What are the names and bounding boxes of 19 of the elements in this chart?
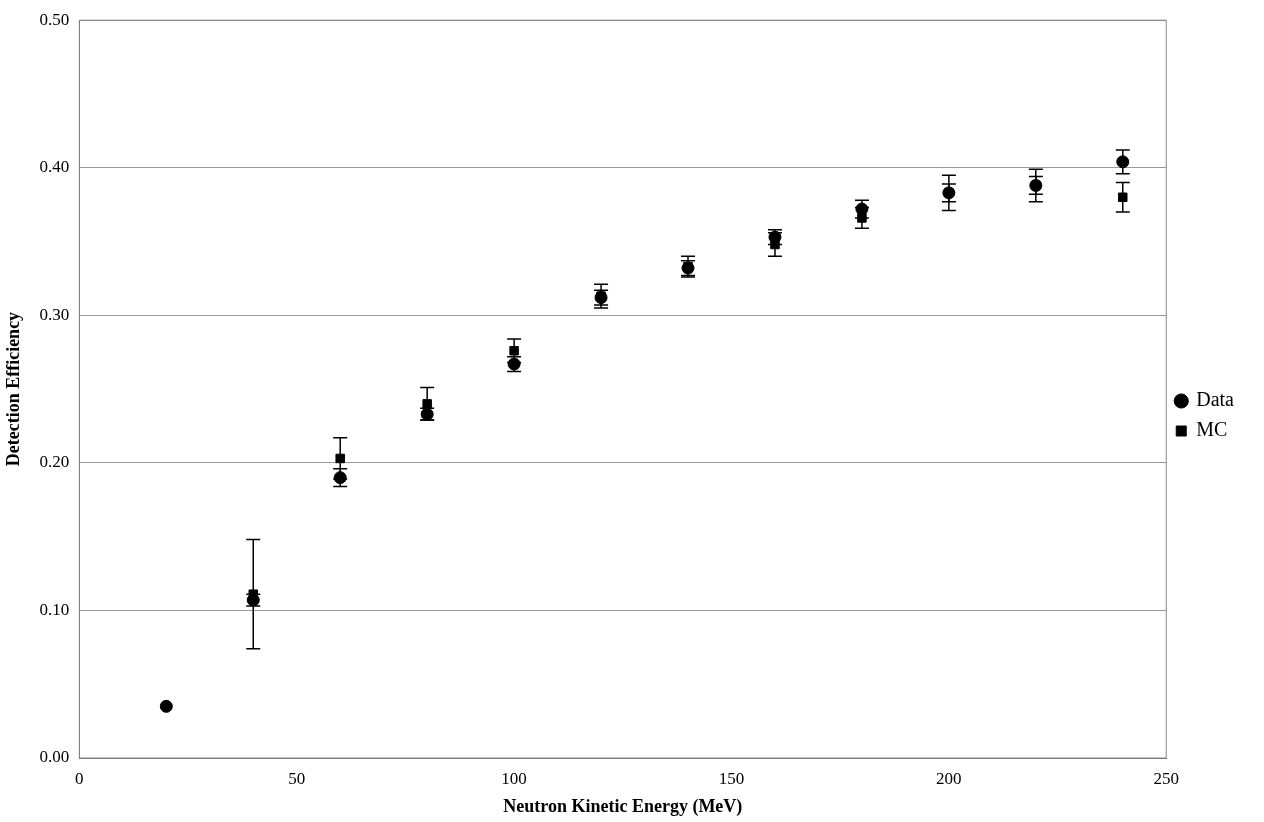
point — [1118, 192, 1128, 203]
x-axis-title: Neutron Kinetic Energy (MeV) — [503, 795, 743, 817]
y-tick-label: 0.10 — [39, 599, 70, 619]
y-tick-label: 0.00 — [39, 747, 70, 767]
y-tick-label: 0.40 — [39, 157, 70, 177]
x-tick-label: 150 — [718, 768, 745, 788]
y-tick-label: 0.30 — [39, 304, 70, 324]
x-tick-label: 250 — [1153, 768, 1179, 788]
legend-label: Data — [1196, 388, 1235, 411]
y-tick-label: 0.50 — [39, 9, 70, 29]
x-tick-label: 0 — [75, 768, 84, 788]
point — [509, 345, 519, 356]
point — [159, 699, 173, 713]
x-tick-label: 50 — [288, 768, 306, 788]
y-tick-label: 0.20 — [39, 452, 70, 472]
y-axis-title: Detection Efficiency — [3, 311, 24, 467]
x-tick-label: 100 — [501, 768, 527, 788]
x-tick-label: 200 — [936, 768, 962, 788]
legend-label: MC — [1196, 418, 1228, 441]
